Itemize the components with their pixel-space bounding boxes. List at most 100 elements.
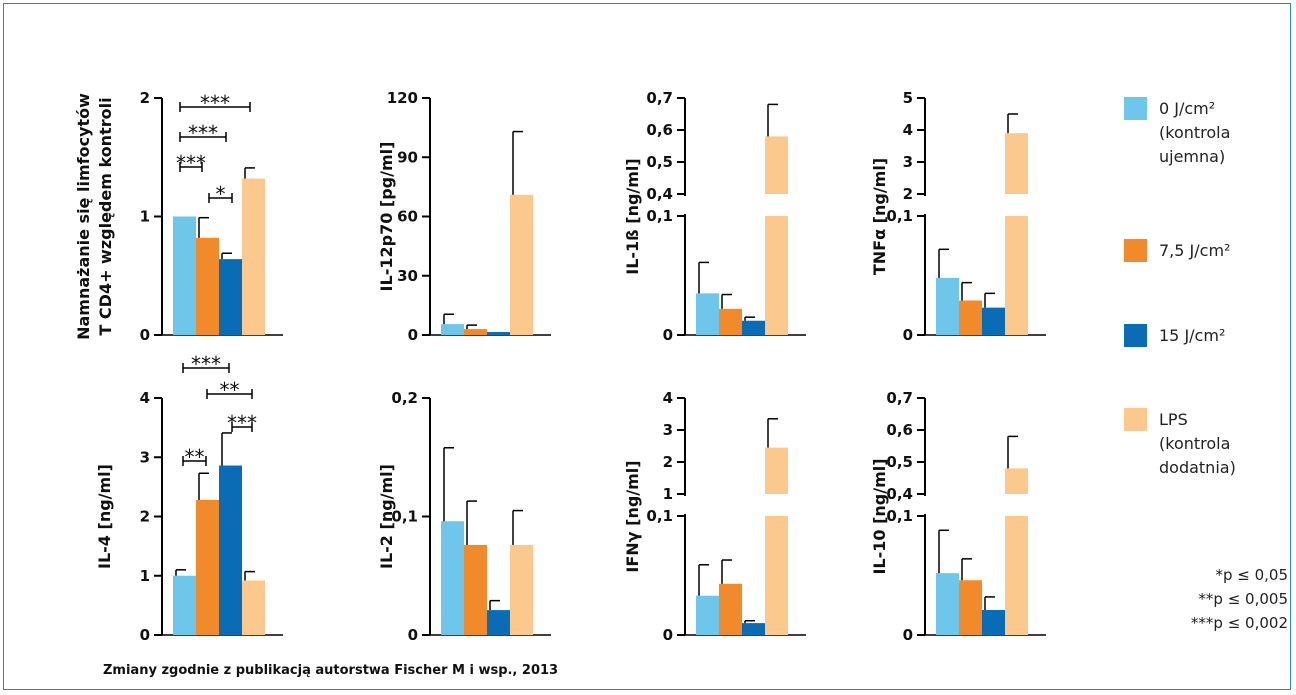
bar [464,329,487,335]
y-axis-label-line: IL-1ß [ng/ml] [623,158,642,274]
y-tick-label: 0 [903,326,913,344]
p-value-note: **p ≤ 0,005 [1198,590,1288,608]
significance-label: *** [227,411,257,435]
y-tick-label: 0,1 [646,207,673,225]
legend-swatch [1124,97,1147,120]
y-tick-label: 0,1 [886,207,913,225]
y-tick-label: 0,6 [646,121,673,139]
chart-panel: TNFα [ng/ml] 0 0,1 2 3 4 5 [870,89,1046,344]
source-caption: Zmiany zgodnie z publikacją autorstwa Fi… [103,663,558,678]
bar [742,320,765,335]
bar [719,583,742,635]
significance-label: *** [200,91,230,115]
bar [441,324,464,335]
bar [242,580,265,635]
bar [487,332,510,335]
chart-panel: Namnażanie się limfocytów T CD4+ względem… [74,89,283,344]
bar [173,575,196,635]
bar [1005,133,1028,194]
legend-label: dodatnia) [1159,458,1236,477]
y-tick-label: 2 [140,89,150,107]
y-axis-label: IL-12p70 [pg/ml] [377,142,396,292]
y-axis-label: IL-4 [ng/ml] [95,464,114,569]
y-tick-label: 4 [140,389,150,407]
significance-label: * [216,182,226,206]
y-tick-label: 1 [140,208,150,226]
y-tick-label: 2 [140,508,150,526]
y-tick-label: 0,4 [886,485,913,503]
bar [765,216,788,335]
legend-swatch [1124,324,1147,347]
chart-panel: IFNγ [ng/ml] 0 0,1 1 2 3 4 [623,389,806,644]
bar [982,307,1005,335]
y-tick-label: 120 [387,89,418,107]
y-axis-label-line: IFNγ [ng/ml] [623,460,642,572]
y-tick-label: 4 [903,121,913,139]
y-tick-label: 0 [408,626,418,644]
y-tick-label: 0 [903,626,913,644]
p-value-note: *p ≤ 0,05 [1215,566,1288,584]
y-axis-label-line: IL-10 [ng/ml] [870,458,889,574]
y-axis-label: IL-10 [ng/ml] [870,458,889,574]
y-tick-label: 0,5 [646,153,673,171]
y-axis-label: Namnażanie się limfocytów T CD4+ względem… [74,93,115,340]
legend: 0 J/cm² (kontrola ujemna) 7,5 J/cm² 15 J/cm²… [1124,97,1236,477]
chart-panel: IL-2 [ng/ml] 0 0,1 0,2 [377,389,551,644]
y-tick-label: 5 [903,89,913,107]
bar [1005,216,1028,335]
bar [219,259,242,335]
bar [1005,468,1028,494]
y-tick-label: 30 [397,267,418,285]
y-axis-label-line: Namnażanie się limfocytów [74,93,93,340]
y-axis-label-line: IL-4 [ng/ml] [95,464,114,569]
bar [936,277,959,335]
bar [464,544,487,635]
y-axis-label-line: IL-2 [ng/ml] [377,464,396,569]
legend-label: LPS [1159,410,1188,429]
y-tick-label: 1 [663,485,673,503]
chart-panel: IL-10 [ng/ml] 0 0,1 0,4 0,5 0,6 0,7 [870,389,1046,644]
y-tick-label: 3 [903,153,913,171]
y-tick-label: 2 [903,185,913,203]
bar [487,610,510,635]
y-tick-label: 1 [140,567,150,585]
bar [196,499,219,635]
y-tick-label: 0,7 [886,389,913,407]
y-axis-label-line: TNFα [ng/ml] [870,158,889,275]
bar [936,573,959,635]
bar [510,194,533,335]
bar [219,465,242,635]
chart-panel: IL-1ß [ng/ml] 0 0,1 0,4 0,5 0,6 0,7 [623,89,806,344]
y-tick-label: 90 [397,148,418,166]
bar [696,293,719,335]
y-tick-label: 60 [397,208,418,226]
significance-label: *** [176,151,206,175]
figure-frame [3,3,1291,690]
p-value-notes: *p ≤ 0,05 **p ≤ 0,005 ***p ≤ 0,002 [1191,566,1288,632]
significance-label: *** [191,352,221,376]
bar [1005,516,1028,635]
bar [441,521,464,635]
bar [719,308,742,335]
y-tick-label: 0,1 [646,507,673,525]
legend-swatch [1124,408,1147,431]
legend-label: 0 J/cm² [1159,99,1215,118]
bar [982,610,1005,635]
y-tick-label: 3 [663,421,673,439]
bar [959,580,982,635]
y-tick-label: 0 [663,326,673,344]
legend-label: ujemna) [1159,147,1225,166]
legend-swatch [1124,239,1147,262]
y-tick-label: 0,1 [391,508,418,526]
y-tick-label: 0,7 [646,89,673,107]
bar [765,136,788,194]
bar [196,237,219,335]
y-tick-label: 0 [408,326,418,344]
y-axis-label: IL-2 [ng/ml] [377,464,396,569]
bar [696,595,719,635]
y-axis-label-line: T CD4+ względem kontroli [96,97,115,335]
legend-label: 7,5 J/cm² [1159,241,1230,260]
y-tick-label: 0 [663,626,673,644]
